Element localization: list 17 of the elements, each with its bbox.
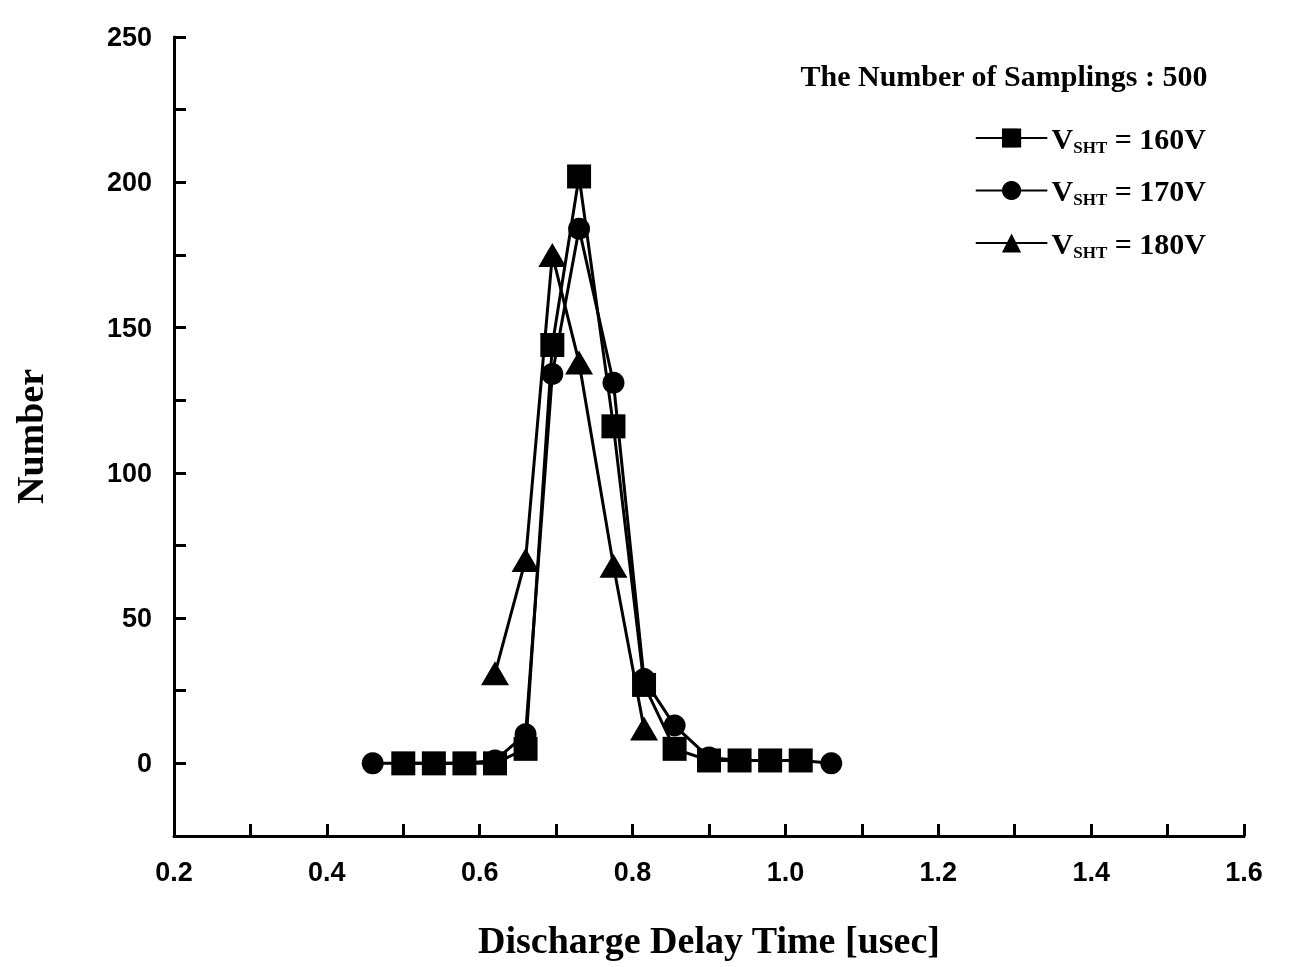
y-tick-label: 0 <box>136 748 152 779</box>
x-axis-title: Discharge Delay Time [usec] <box>478 919 940 961</box>
y-tick-label: 200 <box>106 167 152 198</box>
x-tick-label: 1.6 <box>1225 856 1263 887</box>
x-tick-label: 0.4 <box>308 856 346 887</box>
y-tick-label: 100 <box>106 457 152 488</box>
x-tick-label: 0.6 <box>460 856 499 887</box>
legend-title: The Number of Samplings : 500 <box>800 58 1208 92</box>
x-tick-label: 0.2 <box>155 856 193 887</box>
x-tick-label: 1.0 <box>766 856 805 887</box>
x-tick-label: 0.8 <box>613 856 652 887</box>
y-tick-label: 50 <box>121 603 152 634</box>
x-tick-label: 1.2 <box>919 856 958 887</box>
x-tick-label: 1.4 <box>1072 856 1110 887</box>
y-tick-label: 150 <box>106 312 152 343</box>
y-tick-label: 250 <box>106 22 152 52</box>
y-axis-title: Number <box>9 368 51 505</box>
